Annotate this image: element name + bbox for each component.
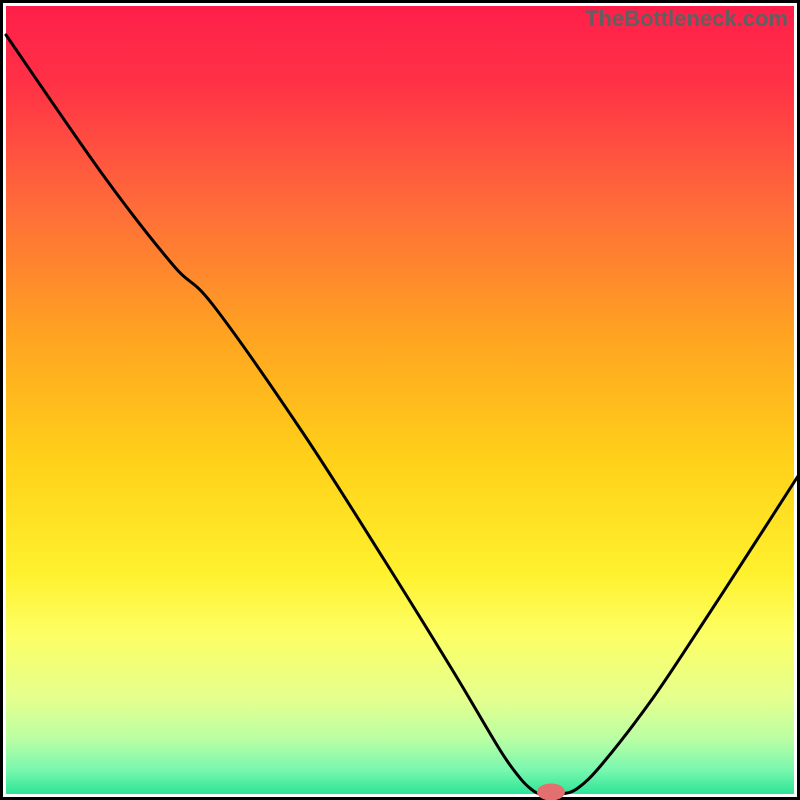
watermark-text: TheBottleneck.com	[585, 6, 788, 32]
chart-container: TheBottleneck.com	[0, 0, 800, 800]
plot-frame	[0, 0, 800, 800]
background-gradient	[6, 6, 794, 794]
